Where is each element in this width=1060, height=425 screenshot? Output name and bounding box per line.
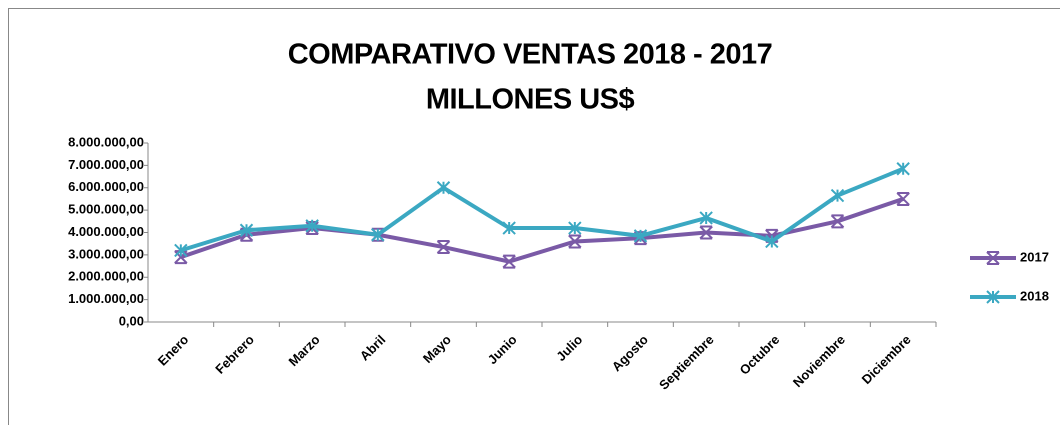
point-marker [830, 188, 845, 203]
series-line [180, 166, 904, 253]
point-marker [568, 221, 582, 235]
point-marker [371, 228, 385, 242]
point-marker [699, 225, 713, 240]
y-tick-label: 4.000.000,00 [68, 224, 144, 239]
point-marker [568, 234, 582, 249]
y-tick-label: 6.000.000,00 [68, 179, 144, 194]
point-marker [305, 219, 319, 233]
point-marker [174, 250, 188, 265]
chart-title: MILLONES US$ [426, 84, 635, 116]
point-marker [174, 243, 188, 258]
chart-frame [8, 8, 1060, 425]
y-tick-label: 8.000.000,00 [68, 134, 144, 149]
legend-marker [986, 290, 1000, 304]
point-marker [896, 162, 910, 176]
y-tick-label: 3.000.000,00 [68, 246, 144, 261]
chart-title: COMPARATIVO VENTAS 2018 - 2017 [288, 39, 773, 71]
y-tick-label: 2.000.000,00 [68, 269, 144, 284]
point-marker [633, 229, 648, 243]
point-marker [830, 214, 845, 229]
y-tick-label: 5.000.000,00 [68, 202, 144, 217]
legend-label: 2017 [1020, 249, 1049, 264]
point-marker [239, 223, 254, 237]
point-marker [765, 234, 779, 249]
point-marker [502, 221, 516, 235]
y-tick-label: 7.000.000,00 [68, 157, 144, 172]
point-marker [699, 211, 713, 225]
y-tick-label: 0,00 [119, 313, 144, 328]
point-marker [896, 191, 910, 206]
point-marker [436, 240, 451, 255]
legend-label: 2018 [1020, 288, 1049, 303]
point-marker [502, 254, 516, 269]
legend-marker [986, 251, 1000, 265]
y-tick-label: 1.000.000,00 [68, 291, 144, 306]
point-marker [436, 181, 451, 195]
